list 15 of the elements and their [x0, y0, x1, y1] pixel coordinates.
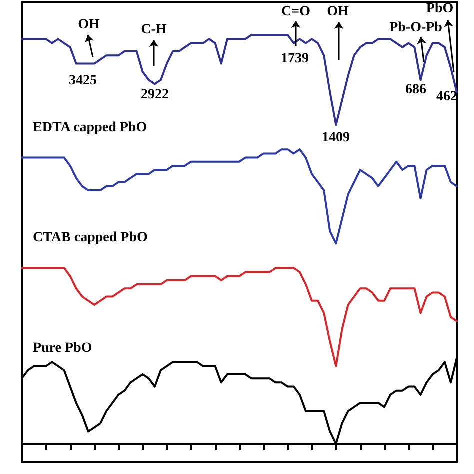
annotation: 2922 — [141, 88, 169, 102]
series-label: CTAB capped PbO — [33, 230, 148, 246]
text: PbO — [426, 2, 454, 16]
annotation: 3425 — [69, 74, 97, 88]
annotation: 1739 — [281, 52, 309, 66]
text: OH — [327, 4, 349, 20]
text: OH — [78, 18, 100, 32]
annotation: C-H — [141, 22, 167, 38]
series-label: EDTA capped PbO — [33, 120, 148, 136]
series-label: Pure PbO — [33, 341, 92, 356]
annotation: Pb-O-Pb — [390, 20, 443, 36]
annotation: 1409 — [322, 130, 350, 146]
annotation: 686 — [406, 82, 426, 98]
annotation: 462 — [436, 90, 458, 104]
text: C=O — [282, 4, 311, 20]
